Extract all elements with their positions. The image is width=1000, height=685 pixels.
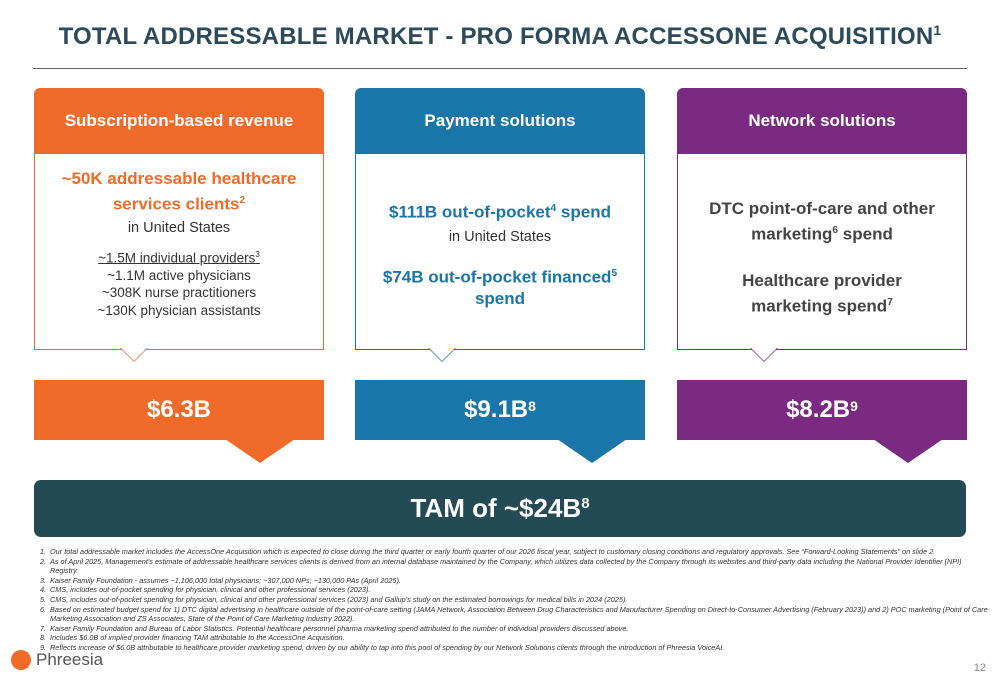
- logo-mark-icon: [11, 650, 31, 670]
- footnote: 9. Reflects increase of $6.0B attributabl…: [40, 642, 725, 652]
- headline-provider: Healthcare provider marketing spend7: [742, 270, 902, 316]
- page-number: 12: [973, 662, 986, 674]
- page-title: TOTAL ADDRESSABLE MARKET - PRO FORMA ACC…: [58, 22, 942, 50]
- list-item: ~130K physician assistants: [97, 302, 261, 318]
- callout-pointer-fill: [751, 348, 777, 361]
- column-body: DTC point-of-care and other marketing6 s…: [677, 154, 967, 362]
- phreesia-logo: Phreesia: [11, 650, 103, 670]
- column-body: $111B out-of-pocket4 spend in United Sta…: [355, 154, 645, 362]
- callout-pointer-fill: [121, 348, 147, 361]
- column-header: Subscription-based revenue: [34, 88, 324, 154]
- value-arrow: [225, 439, 295, 463]
- title-divider: [33, 68, 967, 69]
- column-network: Network solutions DTC point-of-care and …: [677, 88, 967, 362]
- footnote: 7. Kaiser Family Foundation and Bureau of…: [40, 623, 629, 633]
- value-arrow: [873, 439, 943, 463]
- column-subscription: Subscription-based revenue ~50K addressa…: [34, 88, 324, 362]
- footnote: 4. CMS, includes out-of-pocket spending f…: [40, 585, 371, 595]
- subtitle: in United States: [448, 228, 552, 245]
- list-item: ~1.1M active physicians: [107, 267, 251, 283]
- footnote: 3. Kaiser Family Foundation - assumes ~1,…: [40, 575, 401, 585]
- subtitle: in United States: [127, 219, 231, 236]
- footnote: 6. Based on estimated budget spend for 1)…: [40, 604, 988, 624]
- providers-line: ~1.5M individual providers3: [98, 249, 260, 266]
- column-payment: Payment solutions $111B out-of-pocket4 s…: [355, 88, 645, 362]
- logo-text: Phreesia: [36, 650, 104, 669]
- footnote: 8. Includes $6.0B of implied provider fin…: [40, 633, 345, 643]
- list-item: ~308K nurse practitioners: [101, 285, 257, 301]
- headline: DTC point-of-care and other marketing6 s…: [709, 199, 935, 244]
- value-network: $8.2B 9: [677, 380, 967, 440]
- headline: $111B out-of-pocket4 spend: [388, 202, 611, 222]
- column-header: Network solutions: [677, 88, 967, 154]
- value-subscription: $6.3B: [34, 380, 324, 440]
- footnote: 5. CMS, includes out-of-pocket spending f…: [40, 594, 628, 604]
- headline-financed: $74B out-of-pocket financed5 spend: [382, 267, 618, 309]
- value-payment: $9.1B 8: [355, 380, 645, 440]
- column-body: ~50K addressable healthcare services cli…: [34, 154, 324, 362]
- headline: ~50K addressable healthcare services cli…: [61, 169, 297, 214]
- footnote: 2. As of April 2025, Management's estimat…: [40, 556, 962, 576]
- value-arrow: [557, 439, 627, 463]
- footnotes: 1. Our total addressable market includes …: [40, 547, 990, 653]
- callout-pointer-fill: [429, 348, 455, 361]
- tam-total: TAM of ~$24B 8: [34, 480, 966, 537]
- footnote: 1. Our total addressable market includes …: [40, 547, 936, 556]
- column-header: Payment solutions: [355, 88, 645, 154]
